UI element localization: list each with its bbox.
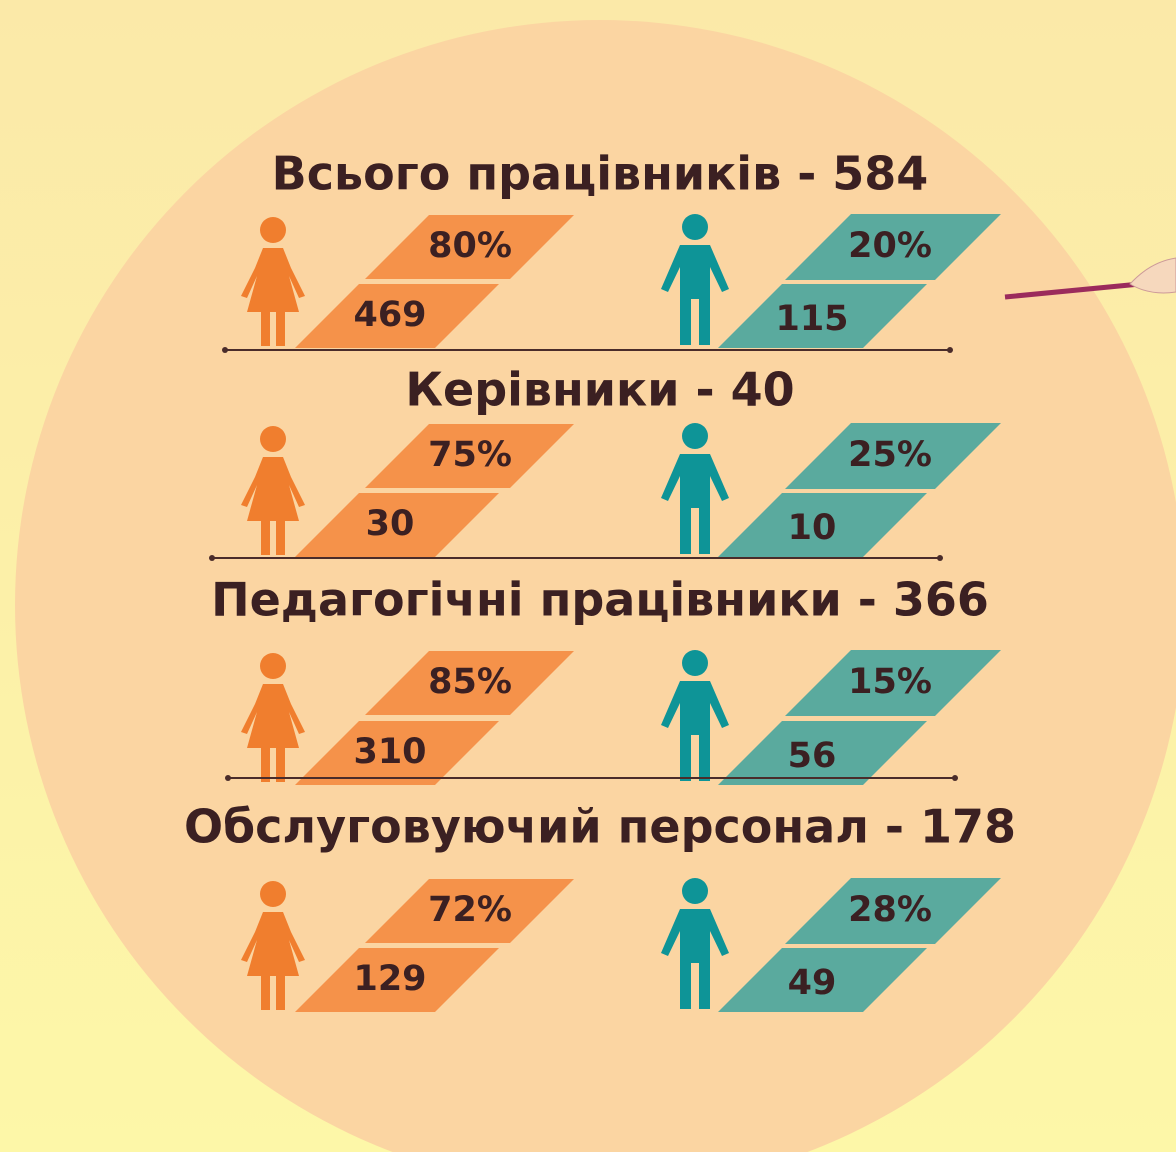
infographic: Всього працівників - 584 80%469 20%115 Кері… [0,0,1176,1152]
section-title: Керівники - 40 [405,363,794,417]
head [260,217,286,243]
female-count: 310 [353,732,426,772]
male-count: 49 [788,963,837,1003]
divider-end [947,347,953,353]
male-percent: 15% [848,662,932,702]
female-count: 30 [366,504,415,544]
head [260,426,286,452]
divider-end [209,555,215,561]
section-title: Всього працівників - 584 [272,147,929,201]
male-count: 56 [788,736,837,776]
male-count: 10 [788,508,837,548]
male-percent: 20% [848,226,932,266]
female-percent: 75% [428,435,512,475]
divider-end [937,555,943,561]
male-percent: 25% [848,435,932,475]
head [682,214,708,240]
head [260,653,286,679]
section-title: Обслуговуючий персонал - 178 [184,800,1016,854]
divider-end [222,347,228,353]
head [682,878,708,904]
male-percent: 28% [848,890,932,930]
head [682,650,708,676]
male-count: 115 [775,299,848,339]
female-count: 469 [353,295,426,335]
female-percent: 72% [428,890,512,930]
section-title: Педагогічні працівники - 366 [211,573,989,627]
female-percent: 80% [428,226,512,266]
female-count: 129 [353,959,426,999]
divider-end [952,775,958,781]
head [260,881,286,907]
divider-end [225,775,231,781]
head [682,423,708,449]
female-percent: 85% [428,662,512,702]
